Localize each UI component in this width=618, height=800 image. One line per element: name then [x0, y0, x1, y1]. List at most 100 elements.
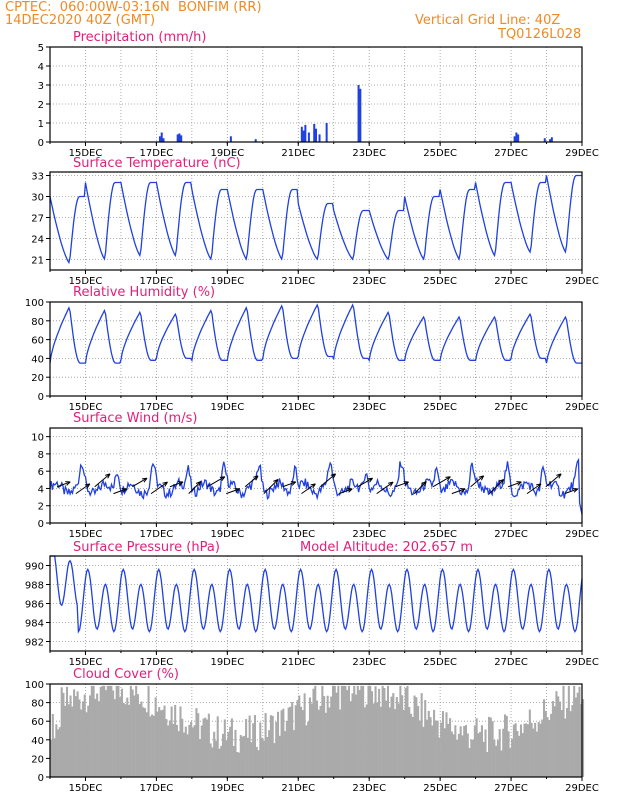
cloud-bar	[408, 707, 411, 777]
cloud-bar	[330, 696, 333, 777]
wind-arrow	[94, 473, 111, 488]
header-location: CPTEC: 060:00W-03:16N BONFIM (RR)	[5, 0, 262, 15]
precip-bar	[162, 138, 165, 142]
cloud-bar	[78, 699, 81, 777]
press-panel: Surface Pressure (hPa) Model Altitude: 20…	[25, 540, 599, 668]
cloud-bar	[544, 710, 547, 777]
wind-arrow	[282, 481, 296, 488]
wind-arrow-head	[195, 481, 202, 487]
cloud-bar	[323, 696, 326, 777]
precip-bar	[325, 123, 328, 142]
cloud-bar	[62, 692, 65, 777]
wind-arrow-head	[105, 473, 111, 479]
cloud-bar	[90, 685, 93, 777]
cloud-bar	[312, 688, 315, 777]
wind-arrow	[226, 488, 240, 495]
cloud-bar	[404, 687, 407, 777]
cloud-bar	[159, 710, 163, 777]
press-x-tick-label: 29DEC	[565, 657, 599, 668]
cloud-bar	[69, 695, 72, 777]
cloud-bar	[367, 685, 370, 777]
cloud-bar	[560, 710, 563, 777]
wind-arrow	[508, 481, 522, 488]
precip-x-tick-label: 29DEC	[565, 148, 599, 159]
cloud-bar	[527, 724, 530, 777]
press-x-tick-label: 21DEC	[281, 657, 315, 668]
wind-arrow	[564, 488, 578, 495]
press-x-tick-label: 25DEC	[423, 657, 457, 668]
cloud-bar	[386, 685, 390, 777]
cloud-bar	[495, 745, 498, 777]
cloud-bar	[464, 725, 468, 777]
cloud-bar	[574, 697, 577, 777]
wind-arrow-head	[310, 483, 316, 489]
precip-x-tick-label: 27DEC	[494, 148, 528, 159]
cloud-bar	[555, 691, 558, 777]
cloud-bar	[486, 752, 489, 777]
precip-bar	[359, 88, 362, 142]
cloud-bar	[58, 727, 61, 777]
cloud-bar	[94, 698, 97, 777]
cloud-bar	[138, 703, 141, 777]
cloud-bar	[113, 699, 116, 777]
cloud-y-tick-label: 80	[31, 699, 44, 710]
cloud-bar	[514, 723, 517, 777]
cloud-bar	[383, 687, 386, 777]
cloud-bar	[339, 709, 342, 777]
cloud-bar	[415, 697, 418, 777]
precip-bar	[515, 132, 518, 142]
precip-y-tick-label: 3	[38, 81, 44, 92]
cloud-bar	[282, 708, 285, 777]
precip-frame	[49, 46, 583, 143]
wind-arrow-head	[535, 483, 542, 489]
cloud-bar	[103, 685, 106, 777]
temp-x-tick-label: 19DEC	[210, 276, 244, 287]
cloud-bar	[191, 727, 194, 777]
cloud-bar	[243, 735, 246, 777]
cloud-bar	[564, 718, 567, 777]
cloud-bar	[425, 719, 429, 777]
cloud-bar	[112, 690, 115, 777]
cloud-bar	[353, 685, 356, 777]
cloud-bar	[81, 701, 84, 777]
cloud-bar	[234, 729, 237, 777]
cloud-bar	[229, 726, 232, 777]
wind-arrow-head	[330, 473, 337, 479]
cloud-bar	[569, 711, 572, 777]
press-annotation: Model Altitude: 202.657 m	[300, 540, 473, 555]
cloud-bar	[122, 702, 125, 777]
cloud-bar	[184, 726, 187, 777]
cloud-bar	[101, 685, 104, 777]
wind-y-tick-label: 0	[38, 519, 44, 530]
precip-bar	[302, 130, 305, 142]
cloud-bar	[197, 713, 200, 777]
precip-grid	[49, 46, 583, 143]
cloud-bar	[154, 697, 157, 777]
cloud-bar	[449, 718, 452, 777]
cloud-bar	[413, 695, 416, 777]
precip-bar	[550, 137, 553, 142]
cloud-bar	[104, 690, 108, 777]
wind-arrow	[451, 488, 466, 495]
wind-arrow	[319, 473, 336, 488]
press-y-tick-label: 986	[25, 600, 44, 611]
cloud-bar	[193, 725, 196, 777]
cloud-x-tick-label: 21DEC	[281, 783, 315, 794]
cloud-bar	[97, 701, 100, 777]
cloud-bar	[216, 716, 219, 777]
wind-title: Surface Wind (m/s)	[73, 411, 197, 426]
cloud-bar	[151, 714, 154, 777]
cloud-bar	[429, 717, 432, 777]
precip-panel: Precipitation (mm/h) 0 1 2 3 4 5 15DEC 17DEC 19DE…	[38, 30, 599, 159]
cloud-bar	[362, 685, 365, 777]
wind-arrow-head	[367, 477, 373, 483]
wind-y-tick-label: 4	[38, 484, 44, 495]
precip-y-tick-label: 2	[38, 100, 44, 111]
precip-bar	[304, 124, 307, 142]
cloud-bar	[525, 723, 528, 777]
wind-x-tick-label: 17DEC	[140, 529, 174, 540]
wind-arrow	[470, 475, 484, 488]
rh-x-tick-label: 21DEC	[281, 402, 315, 413]
cloud-bar	[445, 712, 448, 777]
cloud-bar	[269, 715, 272, 777]
